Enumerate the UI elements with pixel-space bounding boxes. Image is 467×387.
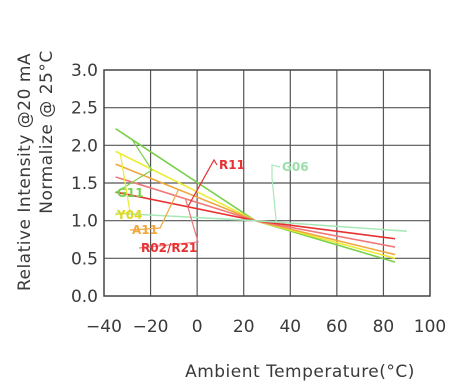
- x-tick-labels: −40 −20 0 20 40 60 80 100: [86, 317, 446, 337]
- grid: [104, 70, 430, 296]
- leader-y04: [114, 153, 131, 216]
- x-axis-title: Ambient Temperature(°C): [185, 362, 415, 382]
- leader-g11: [114, 139, 153, 194]
- leader-a11: [129, 189, 180, 231]
- y-tick-label: 0.5: [71, 249, 98, 269]
- y-axis-title-line-2: Normalize @ 25°C: [37, 50, 57, 213]
- leader-r11: [187, 158, 218, 208]
- annotation-r11: R11: [219, 158, 245, 172]
- y-tick-labels: 0.0 0.5 1.0 1.5 2.0 2.5 3.0: [71, 61, 98, 307]
- y-tick-label: 1.0: [71, 212, 98, 232]
- annotation-a11: A11: [132, 223, 158, 237]
- y-tick-label: 0.0: [71, 287, 98, 307]
- x-tick-label: 60: [326, 317, 348, 337]
- y-tick-label: 1.5: [71, 174, 98, 194]
- annotation-g06: G06: [282, 160, 309, 174]
- annotation-g11: G11: [117, 186, 144, 200]
- x-tick-label: 40: [279, 317, 301, 337]
- y-tick-label: 2.5: [71, 99, 98, 119]
- annotation-leaders: [114, 139, 281, 249]
- leader-r02-r21: [138, 198, 199, 249]
- annotation-y04: Y04: [116, 208, 142, 222]
- plot-frame: [103, 69, 431, 297]
- leader-g06: [271, 164, 281, 223]
- x-tick-label: 100: [414, 317, 446, 337]
- x-tick-label: −20: [133, 317, 169, 337]
- series-lines: [115, 128, 407, 263]
- series-line-g06: [115, 212, 407, 233]
- annotation-r02-r21: R02/R21: [141, 241, 197, 255]
- x-tick-label: 0: [192, 317, 203, 337]
- y-tick-label: 2.0: [71, 136, 98, 156]
- x-tick-label: −40: [86, 317, 122, 337]
- x-tick-label: 20: [233, 317, 255, 337]
- y-axis-title-line-1: Relative Intensity @20 mA: [15, 53, 35, 291]
- y-tick-label: 3.0: [71, 61, 98, 81]
- x-tick-label: 80: [373, 317, 395, 337]
